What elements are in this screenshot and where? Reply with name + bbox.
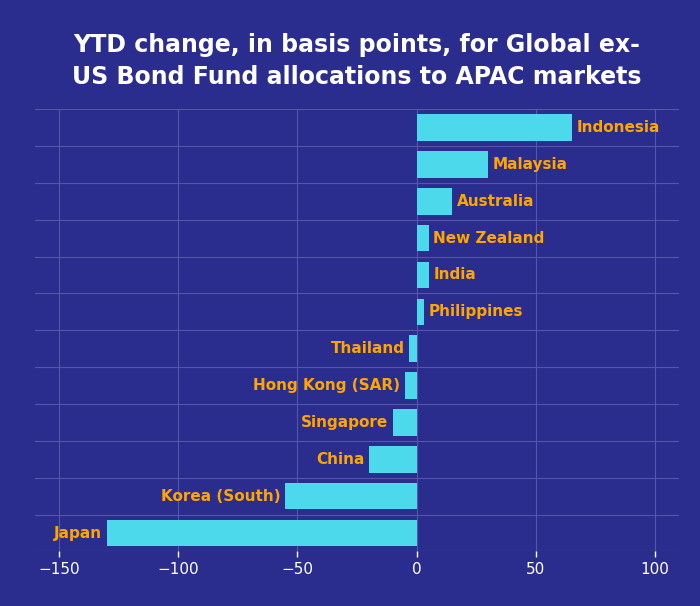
Bar — [405, 372, 416, 399]
Text: Australia: Australia — [457, 194, 535, 208]
Text: New Zealand: New Zealand — [433, 231, 545, 245]
Text: Japan: Japan — [54, 525, 102, 541]
Text: Hong Kong (SAR): Hong Kong (SAR) — [253, 378, 400, 393]
Bar — [416, 151, 488, 178]
Bar — [410, 336, 416, 362]
Text: Korea (South): Korea (South) — [161, 488, 281, 504]
Bar — [416, 262, 428, 288]
Bar — [416, 188, 452, 215]
Bar — [286, 483, 416, 510]
Text: Thailand: Thailand — [330, 341, 405, 356]
Text: Malaysia: Malaysia — [493, 157, 568, 172]
Bar — [393, 409, 416, 436]
Bar — [369, 446, 416, 473]
Title: YTD change, in basis points, for Global ex-
US Bond Fund allocations to APAC mar: YTD change, in basis points, for Global … — [72, 33, 642, 89]
Text: India: India — [433, 267, 476, 282]
Text: Philippines: Philippines — [428, 304, 523, 319]
Bar — [416, 115, 572, 141]
Bar — [416, 299, 424, 325]
Text: Singapore: Singapore — [301, 415, 388, 430]
Bar — [416, 225, 428, 251]
Text: China: China — [316, 452, 364, 467]
Text: Indonesia: Indonesia — [576, 120, 660, 135]
Bar — [106, 520, 416, 546]
